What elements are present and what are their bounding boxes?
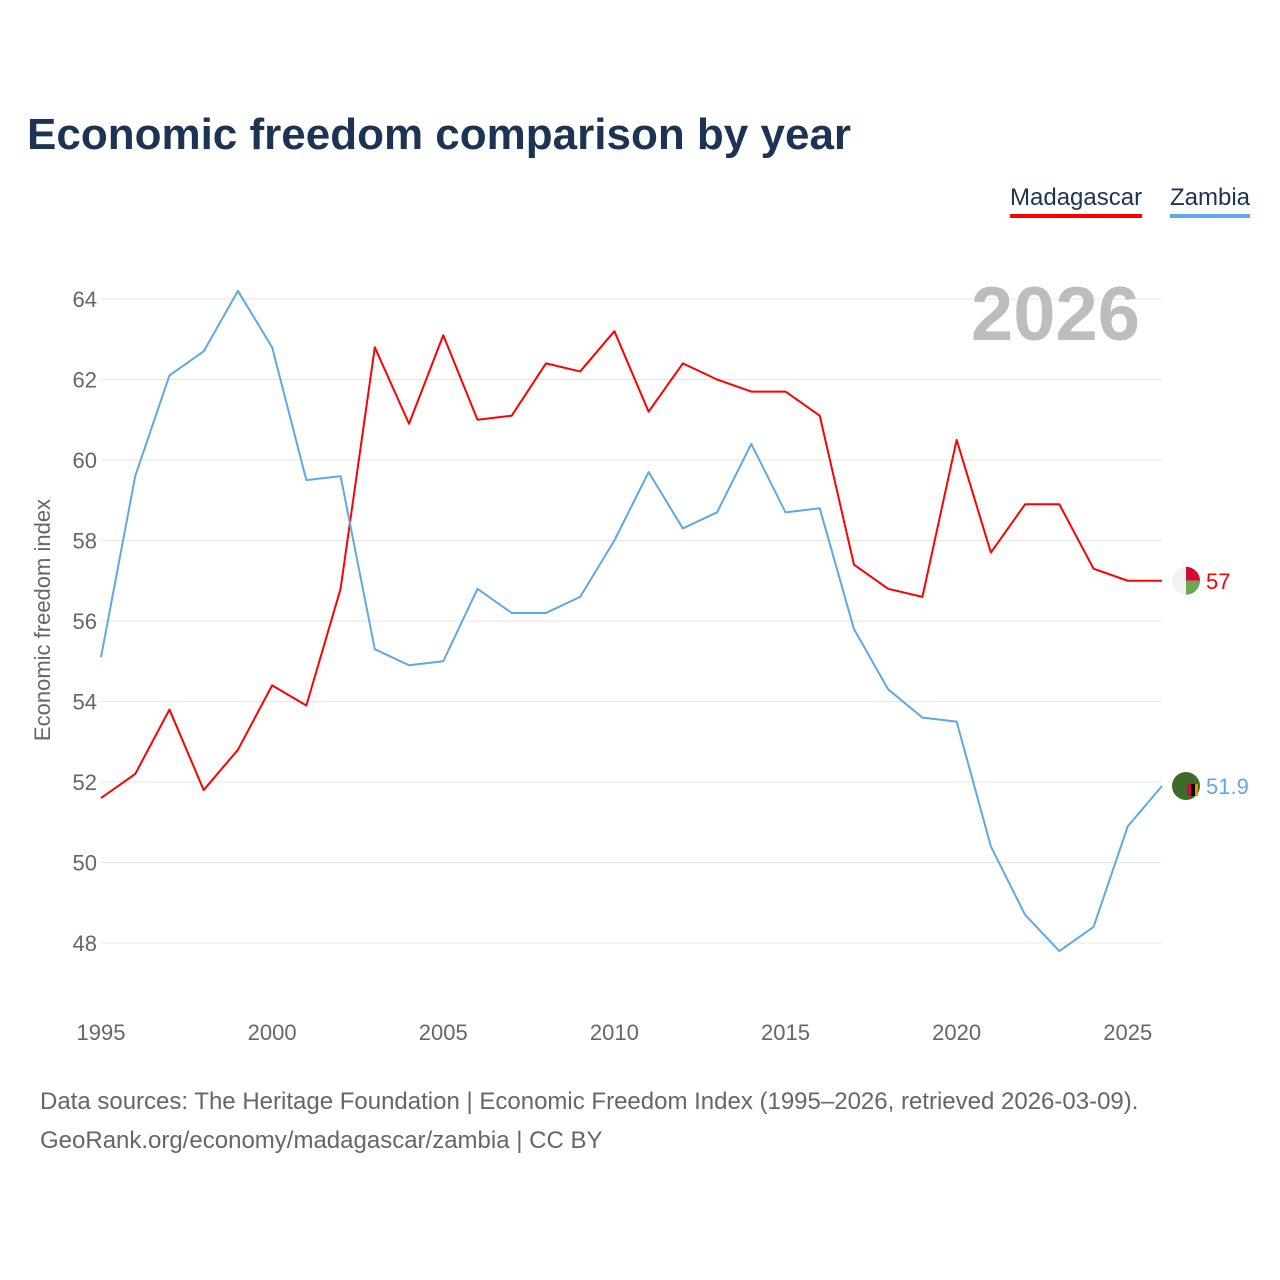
flag-madagascar-icon — [1186, 580, 1200, 595]
x-tick-label: 2000 — [248, 1020, 297, 1045]
year-watermark: 2026 — [971, 272, 1140, 357]
footer-credit: GeoRank.org/economy/madagascar/zambia | … — [40, 1127, 603, 1154]
y-tick-label: 64 — [73, 287, 97, 312]
legend-zambia[interactable]: Zambia — [1170, 184, 1251, 218]
flag-zambia-icon — [1191, 784, 1195, 797]
flag-madagascar-icon — [1172, 566, 1186, 595]
series-line-madagascar — [100, 330, 1162, 799]
flag-zambia-icon — [1187, 784, 1191, 797]
end-label-zambia: 51.9 — [1206, 774, 1249, 799]
legend-madagascar[interactable]: Madagascar — [1010, 184, 1143, 218]
flag-zambia-icon — [1195, 784, 1198, 797]
series-line-zambia — [100, 289, 1163, 953]
y-tick-label: 54 — [73, 690, 97, 715]
y-axis-label: Economic freedom index — [30, 499, 55, 741]
y-tick-label: 52 — [73, 770, 97, 795]
y-tick-label: 58 — [73, 529, 97, 554]
x-tick-label: 2005 — [419, 1020, 468, 1045]
end-label-madagascar: 57 — [1206, 569, 1230, 594]
chart-title: Economic freedom comparison by year — [27, 110, 852, 159]
y-tick-label: 50 — [73, 851, 97, 876]
x-tick-label: 2025 — [1103, 1020, 1152, 1045]
y-tick-label: 62 — [73, 368, 97, 393]
y-tick-label: 56 — [73, 609, 97, 634]
x-tick-label: 1995 — [77, 1020, 126, 1045]
footer-sources: Data sources: The Heritage Foundation | … — [40, 1088, 1139, 1115]
x-tick-label: 2020 — [932, 1020, 981, 1045]
flag-madagascar-icon — [1186, 566, 1200, 581]
y-tick-label: 48 — [73, 931, 97, 956]
x-tick-label: 2015 — [761, 1020, 810, 1045]
x-tick-label: 2010 — [590, 1020, 639, 1045]
y-tick-label: 60 — [73, 448, 97, 473]
